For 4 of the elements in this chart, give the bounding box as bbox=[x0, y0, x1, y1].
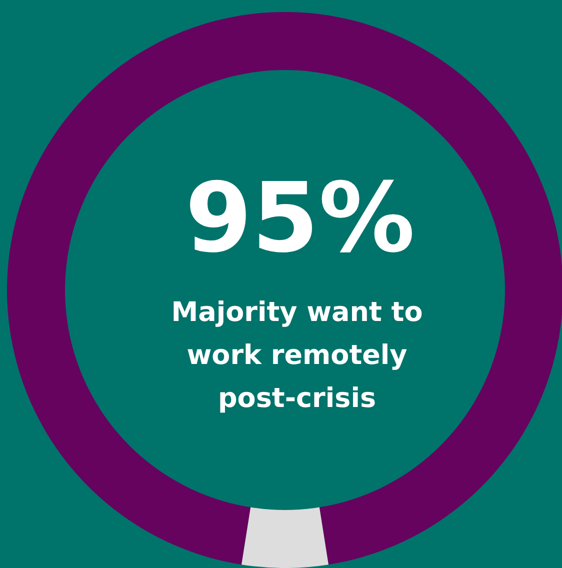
donut-slice bbox=[7, 12, 562, 565]
donut-slice bbox=[242, 507, 328, 568]
data-label: 95% bbox=[185, 162, 415, 274]
text: Majority want to work remotely post-crisis bbox=[171, 297, 423, 414]
